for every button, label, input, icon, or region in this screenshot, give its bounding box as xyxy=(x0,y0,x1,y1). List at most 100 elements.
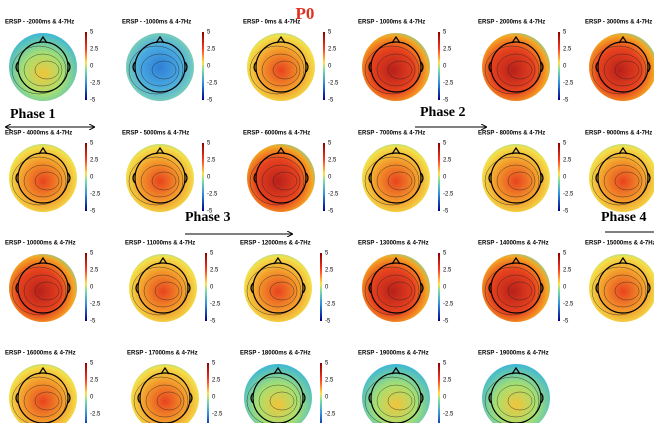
colorbar-tick-label: 5 xyxy=(443,251,447,257)
colorbar-tick-label: 0 xyxy=(90,64,94,70)
colorbar xyxy=(207,363,209,423)
colorbar-tick-label: 2.5 xyxy=(443,268,452,274)
colorbar-tick-label: 2.5 xyxy=(563,47,572,53)
colorbar xyxy=(85,253,87,321)
panel-title: ERSP - 7000ms & 4-7Hz xyxy=(358,131,425,137)
colorbar-tick-label: -5 xyxy=(207,98,213,104)
colorbar-tick-label: -5 xyxy=(563,98,569,104)
scalp-map xyxy=(362,144,430,212)
phase-label: Phase 2 xyxy=(420,105,466,120)
panel-title: ERSP - 16000ms & 4-7Hz xyxy=(5,351,76,357)
colorbar-tick-label: 2.5 xyxy=(443,378,452,384)
colorbar-tick-label: 5 xyxy=(563,141,567,147)
scalp-map xyxy=(247,144,315,212)
colorbar-tick-label: 2.5 xyxy=(325,378,334,384)
colorbar-tick-label: -2.5 xyxy=(563,192,574,198)
panel-title: ERSP - 14000ms & 4-7Hz xyxy=(478,241,549,247)
colorbar-tick-label: -5 xyxy=(207,209,213,215)
colorbar-tick-label: 2.5 xyxy=(328,47,337,53)
colorbar xyxy=(438,143,440,211)
scalp-map xyxy=(482,33,550,101)
colorbar-tick-label: -5 xyxy=(90,209,96,215)
colorbar-tick-label: -2.5 xyxy=(210,302,221,308)
colorbar-tick-label: -5 xyxy=(90,98,96,104)
panel-title: ERSP - 9000ms & 4-7Hz xyxy=(585,131,652,137)
colorbar-tick-label: -2.5 xyxy=(443,81,454,87)
colorbar-tick-label: -2.5 xyxy=(325,302,336,308)
scalp-map xyxy=(362,33,430,101)
panel-title: ERSP - 12000ms & 4-7Hz xyxy=(240,241,311,247)
panel-title: ERSP - 0ms & 4-7Hz xyxy=(243,20,300,26)
colorbar-tick-label: -2.5 xyxy=(563,302,574,308)
phase-label: Phase 1 xyxy=(10,107,56,122)
colorbar xyxy=(320,363,322,423)
colorbar-tick-label: -2.5 xyxy=(90,302,101,308)
colorbar xyxy=(85,32,87,100)
colorbar-tick-label: -2.5 xyxy=(90,192,101,198)
colorbar xyxy=(438,363,440,423)
colorbar-tick-label: 2.5 xyxy=(207,47,216,53)
colorbar-tick-label: -5 xyxy=(443,319,449,325)
colorbar-tick-label: 0 xyxy=(325,285,329,291)
colorbar-tick-label: 2.5 xyxy=(563,158,572,164)
colorbar-tick-label: 5 xyxy=(90,141,94,147)
colorbar-tick-label: 5 xyxy=(443,30,447,36)
colorbar-tick-label: -5 xyxy=(328,209,334,215)
scalp-map xyxy=(126,144,194,212)
colorbar-tick-label: -2.5 xyxy=(90,412,101,418)
figure: P0 Phase 1 Phase 2 Phase 3 Phase 4 ERSP … xyxy=(0,0,654,423)
colorbar-tick-label: 2.5 xyxy=(443,158,452,164)
colorbar-tick-label: 0 xyxy=(443,395,447,401)
panel-title: ERSP - 5000ms & 4-7Hz xyxy=(122,131,189,137)
colorbar-tick-label: -2.5 xyxy=(90,81,101,87)
colorbar xyxy=(558,143,560,211)
colorbar-tick-label: 5 xyxy=(563,251,567,257)
panel-title: ERSP - 3000ms & 4-7Hz xyxy=(585,20,652,26)
colorbar-tick-label: -5 xyxy=(443,209,449,215)
scalp-map xyxy=(589,144,654,212)
colorbar-tick-label: 2.5 xyxy=(212,378,221,384)
colorbar xyxy=(85,143,87,211)
scalp-map xyxy=(589,33,654,101)
panel-title: ERSP - 10000ms & 4-7Hz xyxy=(5,241,76,247)
colorbar-tick-label: 2.5 xyxy=(90,47,99,53)
scalp-map xyxy=(244,254,312,322)
colorbar xyxy=(438,253,440,321)
panel-title: ERSP - 6000ms & 4-7Hz xyxy=(243,131,310,137)
colorbar-tick-label: 2.5 xyxy=(563,268,572,274)
colorbar-tick-label: 5 xyxy=(443,361,447,367)
scalp-map xyxy=(589,254,654,322)
scalp-map xyxy=(362,254,430,322)
scalp-map xyxy=(247,33,315,101)
colorbar-tick-label: 5 xyxy=(210,251,214,257)
colorbar-tick-label: -2.5 xyxy=(328,81,339,87)
colorbar-tick-label: -2.5 xyxy=(563,81,574,87)
colorbar-tick-label: 0 xyxy=(328,64,332,70)
panel-title: ERSP - 18000ms & 4-7Hz xyxy=(240,351,311,357)
panel-title: ERSP - 4000ms & 4-7Hz xyxy=(5,131,72,137)
colorbar-tick-label: -5 xyxy=(210,319,216,325)
panel-title: ERSP - -2000ms & 4-7Hz xyxy=(5,20,74,26)
colorbar xyxy=(202,32,204,100)
panel-title: ERSP - -1000ms & 4-7Hz xyxy=(122,20,191,26)
colorbar-tick-label: -2.5 xyxy=(443,192,454,198)
colorbar-tick-label: 5 xyxy=(328,30,332,36)
colorbar xyxy=(438,32,440,100)
colorbar-tick-label: -5 xyxy=(563,319,569,325)
colorbar-tick-label: 2.5 xyxy=(443,47,452,53)
colorbar-tick-label: -5 xyxy=(563,209,569,215)
colorbar-tick-label: 0 xyxy=(563,64,567,70)
colorbar-tick-label: 0 xyxy=(328,175,332,181)
colorbar-tick-label: 2.5 xyxy=(90,378,99,384)
colorbar xyxy=(320,253,322,321)
colorbar-tick-label: 2.5 xyxy=(325,268,334,274)
colorbar-tick-label: 0 xyxy=(443,175,447,181)
colorbar-tick-label: 5 xyxy=(325,361,329,367)
colorbar-tick-label: 0 xyxy=(325,395,329,401)
colorbar-tick-label: 5 xyxy=(90,30,94,36)
colorbar xyxy=(323,32,325,100)
scalp-map xyxy=(9,33,77,101)
scalp-map xyxy=(9,144,77,212)
scalp-map xyxy=(482,144,550,212)
colorbar-tick-label: 0 xyxy=(90,285,94,291)
